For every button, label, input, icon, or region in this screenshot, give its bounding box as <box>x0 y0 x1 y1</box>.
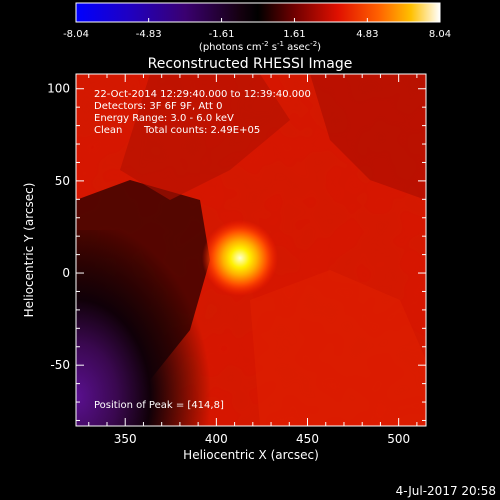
colorbar-tick-label: 1.61 <box>283 29 305 40</box>
x-tick-label: 450 <box>296 432 319 446</box>
rhessi-image <box>76 74 426 426</box>
image-annotations: 22-Oct-2014 12:29:40.000 to 12:39:40.000… <box>94 89 311 411</box>
colorbar-tick-label: -8.04 <box>63 29 89 40</box>
x-tick-label: 400 <box>205 432 228 446</box>
colorbar-gradient <box>76 3 440 22</box>
image-mid-band <box>120 74 290 200</box>
colorbar-frame <box>75 2 441 23</box>
colorbar-tick-label: 8.04 <box>429 29 451 40</box>
plot-frame <box>75 73 427 427</box>
image-peak-source <box>202 220 278 296</box>
total-counts-annotation: Total counts: 2.49E+05 <box>143 125 260 136</box>
y-tick-label: 0 <box>62 266 70 280</box>
colorbar-tick-label: 4.83 <box>356 29 378 40</box>
energy-range-annotation: Energy Range: 3.0 - 6.0 keV <box>94 113 234 124</box>
colorbar-units-label: (photons cm-2 s-1 asec-2) <box>199 40 321 53</box>
colorbar-tick-label: -4.83 <box>136 29 162 40</box>
peak-position-label: Position of Peak = [414,8] <box>94 400 224 411</box>
image-purple-region <box>76 230 226 426</box>
x-tick-label: 500 <box>387 432 410 446</box>
y-axis-ticks: -50 0 50 100 <box>47 82 426 421</box>
colorbar-ticks: -8.04 -4.83 -1.61 1.61 4.83 8.04 <box>63 18 451 40</box>
y-axis-label: Heliocentric Y (arcsec) <box>22 183 36 318</box>
detectors-annotation: Detectors: 3F 6F 9F, Att 0 <box>94 101 222 112</box>
image-upper-right-band <box>310 74 426 200</box>
x-axis-label: Heliocentric X (arcsec) <box>183 448 319 462</box>
plot-title: Reconstructed RHESSI Image <box>148 56 353 72</box>
y-tick-label: 50 <box>55 174 70 188</box>
time-range-annotation: 22-Oct-2014 12:29:40.000 to 12:39:40.000 <box>94 89 311 100</box>
image-lower-right <box>250 270 426 426</box>
footer-date: 4-Jul-2017 20:58 <box>396 484 496 498</box>
x-axis-ticks: 350 400 450 500 <box>88 74 418 446</box>
y-tick-label: -50 <box>50 358 70 372</box>
colorbar: -8.04 -4.83 -1.61 1.61 4.83 8.04 (photons cm-… <box>63 2 451 53</box>
x-tick-label: 350 <box>114 432 137 446</box>
clean-annotation: Clean <box>94 125 122 136</box>
y-tick-label: 100 <box>47 82 70 96</box>
colorbar-tick-label: -1.61 <box>209 29 235 40</box>
